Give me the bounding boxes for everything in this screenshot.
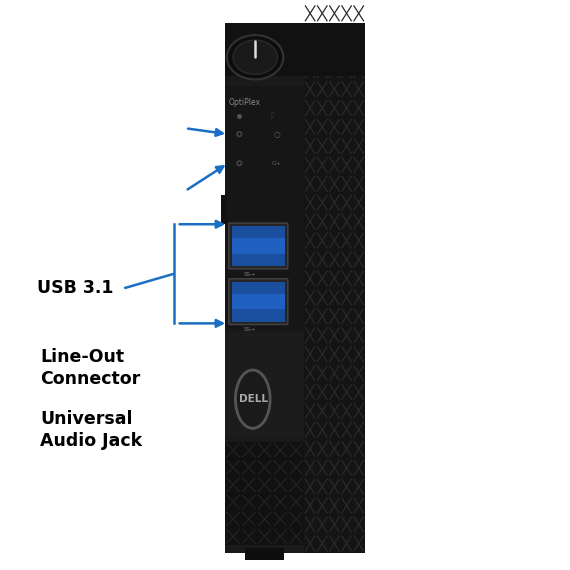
Bar	[225, 23, 365, 76]
FancyBboxPatch shape	[229, 223, 288, 269]
FancyBboxPatch shape	[229, 279, 288, 324]
Circle shape	[237, 161, 242, 165]
Ellipse shape	[235, 370, 270, 428]
Bar	[304, 23, 365, 553]
Text: SS⇢: SS⇢	[244, 327, 255, 332]
Text: ⬛: ⬛	[271, 113, 274, 119]
Text: Line-Out
Connector: Line-Out Connector	[40, 348, 140, 388]
Text: USB 3.1: USB 3.1	[37, 279, 113, 297]
Text: G+: G+	[271, 161, 282, 166]
Bar	[225, 23, 304, 553]
Bar	[231, 238, 285, 254]
Text: DELL: DELL	[239, 394, 268, 404]
Bar	[221, 195, 227, 224]
Text: Universal
Audio Jack: Universal Audio Jack	[40, 410, 142, 450]
Bar	[245, 548, 284, 560]
Ellipse shape	[233, 40, 277, 74]
Text: ○: ○	[273, 129, 280, 139]
Text: SS⇢: SS⇢	[244, 271, 255, 276]
Bar	[231, 294, 285, 310]
Bar	[225, 333, 304, 436]
Bar	[231, 282, 285, 321]
Bar	[225, 442, 304, 545]
Bar	[225, 87, 304, 116]
Bar	[231, 226, 285, 266]
Bar	[225, 105, 304, 330]
Text: OptiPlex: OptiPlex	[229, 98, 260, 107]
Circle shape	[237, 132, 242, 136]
Ellipse shape	[227, 35, 283, 79]
